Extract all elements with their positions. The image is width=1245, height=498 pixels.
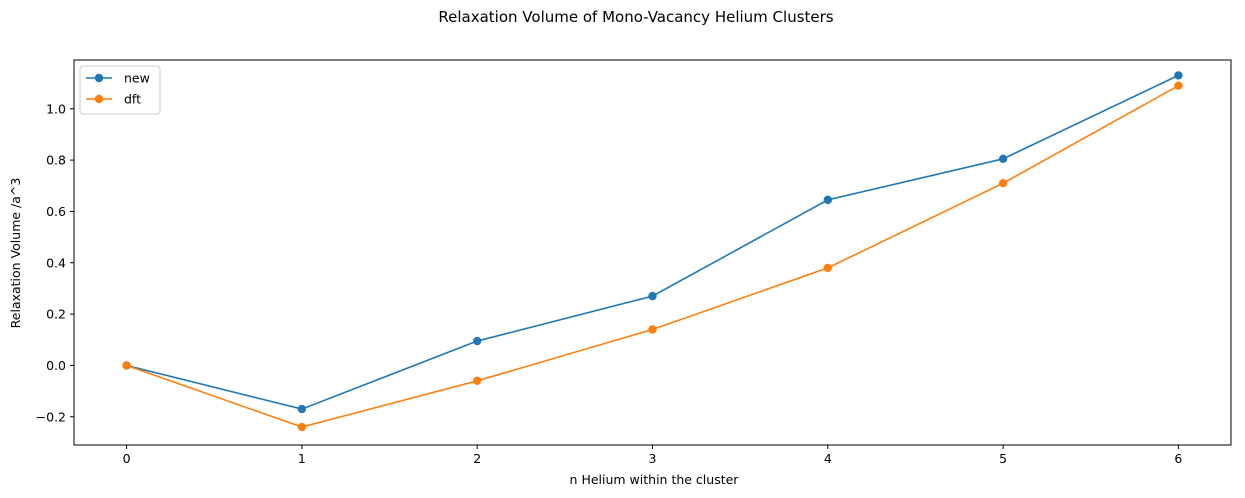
y-axis-label: Relaxation Volume /a^3 (8, 178, 23, 329)
y-tick-label: 0.0 (46, 358, 66, 373)
x-axis-label: n Helium within the cluster (570, 472, 740, 487)
series-line-new (126, 74, 1179, 410)
plot-area (73, 59, 1232, 446)
y-tick-label: 1.0 (46, 101, 66, 116)
x-tick-label: 0 (123, 451, 131, 466)
data-point-new (648, 291, 657, 301)
data-point-dft (122, 361, 131, 370)
series-line-dft (126, 84, 1179, 428)
data-point-dft (823, 263, 833, 273)
data-point-new (998, 154, 1008, 164)
y-tick-label: 0.2 (46, 307, 66, 322)
legend-label-dft: dft (124, 92, 141, 107)
y-axis: −0.2 0.0 0.2 0.4 0.6 0.8 1.0 (36, 101, 74, 424)
x-tick-label: 6 (1174, 451, 1182, 466)
series-layer (122, 71, 1183, 432)
data-point-dft (1174, 81, 1183, 90)
x-axis: 0 1 2 3 4 5 6 (123, 445, 1182, 466)
data-point-dft (297, 422, 307, 432)
data-point-new (472, 336, 482, 346)
data-point-dft (648, 325, 657, 334)
y-tick-label: 0.4 (46, 255, 66, 270)
y-tick-label: 0.6 (46, 204, 66, 219)
x-tick-label: 2 (473, 451, 481, 466)
y-tick-label: 0.8 (46, 153, 66, 168)
data-point-new (297, 404, 307, 414)
chart-title: Relaxation Volume of Mono-Vacancy Helium… (438, 8, 833, 26)
x-tick-label: 5 (999, 451, 1007, 466)
data-point-new (823, 195, 833, 205)
legend: new dft (79, 65, 161, 115)
legend-marker-new (94, 73, 104, 83)
x-tick-label: 1 (298, 451, 306, 466)
plot-frame (73, 59, 1232, 446)
data-point-dft (998, 179, 1008, 188)
data-point-dft (472, 376, 482, 386)
data-point-new (1174, 71, 1183, 80)
legend-label-new: new (124, 71, 150, 86)
y-tick-label: −0.2 (36, 409, 66, 424)
legend-marker-dft (94, 94, 104, 104)
x-tick-label: 3 (649, 451, 657, 466)
x-tick-label: 4 (824, 451, 832, 466)
